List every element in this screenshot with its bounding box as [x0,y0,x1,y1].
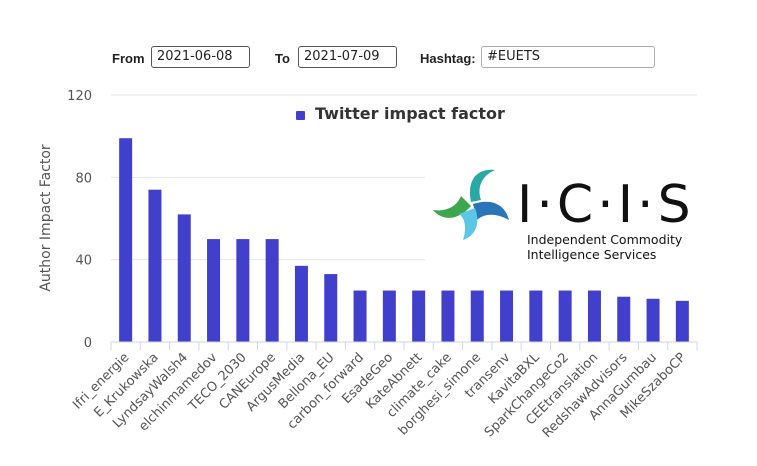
x-tick-labels: Ifri_energieE_KrukowskaLyndsayWalsh4elch… [70,350,689,441]
icis-logo: I·C·I·S Independent Commodity Intelligen… [425,162,700,267]
icis-tagline-1: Independent Commodity [527,232,683,247]
to-label: To [275,51,290,66]
y-axis-label: Author Impact Factor [38,144,54,292]
bar[interactable] [441,290,455,342]
hashtag-label: Hashtag: [420,51,476,66]
bar[interactable] [353,290,367,342]
bar[interactable] [587,290,601,342]
legend[interactable]: Twitter impact factor [296,104,505,123]
bar[interactable] [119,138,133,342]
y-tick-label: 40 [75,254,92,269]
legend-swatch [296,111,305,120]
bar[interactable] [617,296,631,342]
bar[interactable] [294,265,308,342]
bar[interactable] [148,189,162,342]
bar[interactable] [675,300,689,342]
hashtag-input[interactable]: #EUETS [481,46,655,68]
y-tick-label: 120 [67,89,92,104]
bar[interactable] [236,239,250,342]
bar[interactable] [265,239,279,342]
bar[interactable] [558,290,572,342]
icis-swirl-icon [433,169,509,240]
bar[interactable] [470,290,484,342]
bar[interactable] [646,298,660,342]
bar[interactable] [382,290,396,342]
bar[interactable] [529,290,543,342]
bar[interactable] [177,214,191,342]
y-tick-labels: 0 40 80 120 [67,89,92,351]
y-tick-label: 80 [75,171,92,186]
icis-tagline-2: Intelligence Services [527,247,656,262]
from-label: From [112,51,145,66]
bar[interactable] [207,239,221,342]
from-date-input[interactable]: 2021-06-08 [151,46,250,68]
bar[interactable] [412,290,426,342]
to-date-input[interactable]: 2021-07-09 [298,46,397,68]
icis-wordmark: I·C·I·S [517,175,695,235]
bar[interactable] [324,274,338,342]
legend-label: Twitter impact factor [315,104,505,123]
bar[interactable] [500,290,514,342]
y-tick-label: 0 [84,336,92,351]
bars [119,138,689,342]
tick-marks [110,341,698,350]
